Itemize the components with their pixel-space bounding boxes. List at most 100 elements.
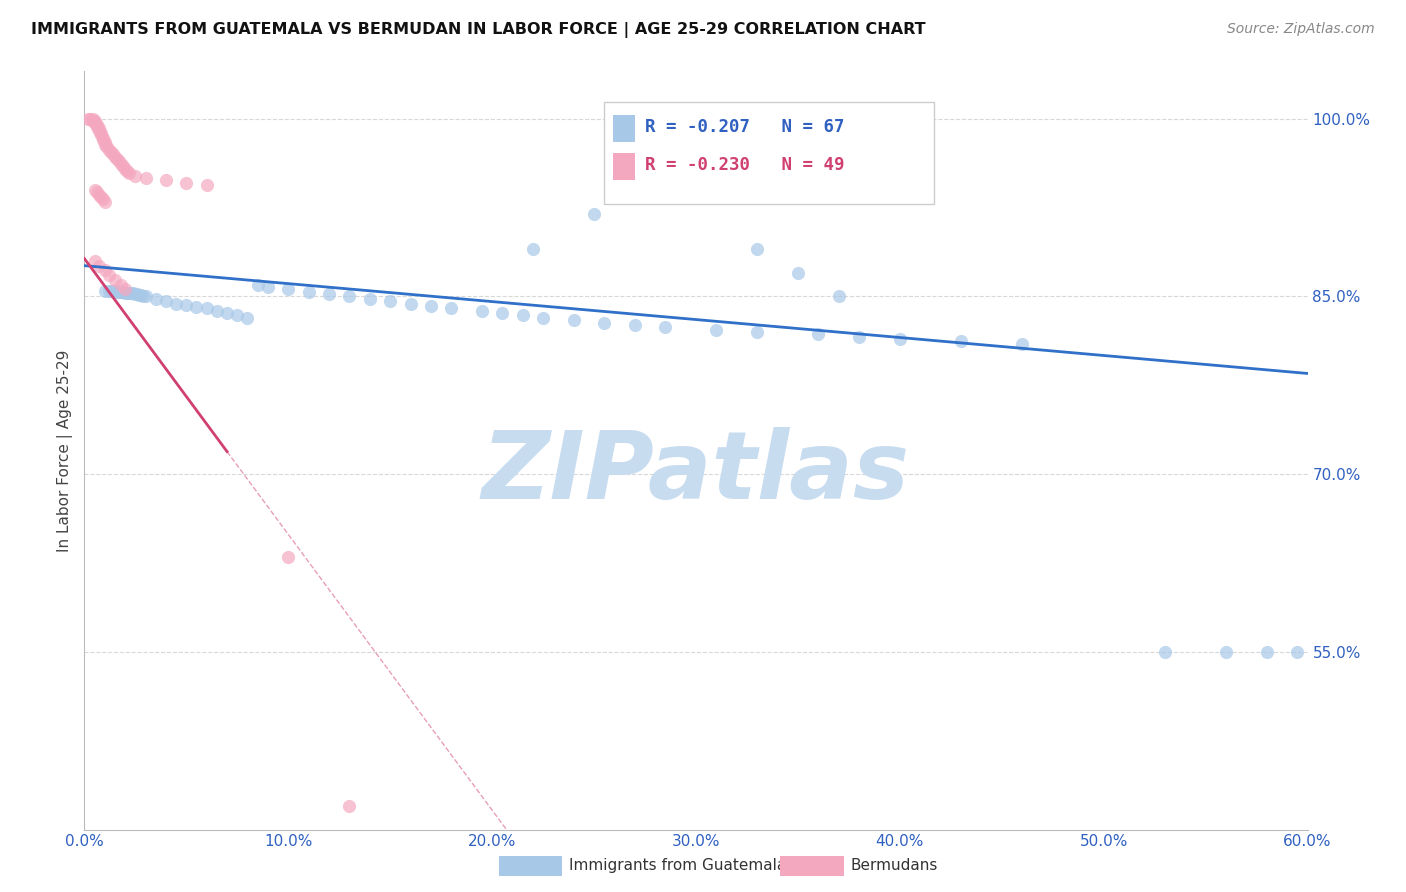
Point [257, 280, 280, 294]
Point [399, 296, 422, 310]
Point [93, 137, 115, 152]
Point [205, 303, 228, 318]
Point [531, 310, 554, 325]
Point [82, 114, 104, 128]
Point [90, 190, 112, 204]
Point [1011, 336, 1033, 351]
Point [787, 266, 810, 280]
Point [100, 145, 122, 159]
Point [120, 285, 142, 300]
Point [96, 140, 118, 154]
Point [93, 284, 115, 298]
Point [132, 289, 155, 303]
Point [90, 128, 112, 143]
Point [90, 126, 112, 140]
Point [101, 147, 124, 161]
Point [104, 284, 127, 298]
Text: R = -0.230   N = 49: R = -0.230 N = 49 [644, 155, 844, 174]
Point [747, 325, 769, 339]
Point [97, 143, 120, 157]
Point [277, 282, 299, 296]
Text: Immigrants from Guatemala: Immigrants from Guatemala [569, 858, 787, 872]
Point [83, 114, 105, 128]
Point [807, 327, 830, 342]
Point [83, 253, 105, 268]
Point [706, 323, 728, 337]
Point [889, 332, 911, 346]
Point [298, 285, 321, 299]
Point [100, 284, 122, 298]
Point [186, 300, 208, 314]
Point [115, 285, 138, 300]
Point [155, 294, 177, 309]
Point [91, 133, 114, 147]
Point [277, 550, 299, 565]
Point [420, 299, 443, 313]
Point [112, 285, 135, 299]
Point [124, 169, 146, 183]
Point [195, 301, 218, 316]
Text: Source: ZipAtlas.com: Source: ZipAtlas.com [1227, 22, 1375, 37]
Point [83, 116, 105, 130]
Point [135, 171, 157, 186]
Point [110, 285, 132, 299]
Text: Bermudans: Bermudans [851, 858, 938, 872]
Point [246, 277, 269, 292]
Y-axis label: In Labor Force | Age 25-29: In Labor Force | Age 25-29 [58, 350, 73, 551]
Point [87, 187, 110, 202]
Point [593, 316, 616, 330]
Bar [613, 115, 636, 142]
Point [131, 288, 153, 302]
Bar [613, 153, 636, 180]
Point [108, 285, 131, 299]
Point [114, 285, 136, 300]
Point [112, 159, 135, 173]
Point [236, 310, 259, 325]
Point [380, 294, 402, 309]
Point [105, 152, 128, 166]
Text: IMMIGRANTS FROM GUATEMALA VS BERMUDAN IN LABOR FORCE | AGE 25-29 CORRELATION CHA: IMMIGRANTS FROM GUATEMALA VS BERMUDAN IN… [31, 22, 925, 38]
Point [848, 330, 870, 344]
Point [512, 309, 534, 323]
Point [471, 303, 494, 318]
Point [747, 242, 769, 256]
Point [685, 159, 707, 173]
Point [440, 301, 463, 316]
Point [950, 334, 973, 349]
Point [110, 277, 132, 292]
Point [114, 161, 136, 176]
Point [93, 263, 115, 277]
Point [110, 157, 132, 171]
Point [86, 118, 108, 132]
Point [127, 287, 149, 301]
Point [91, 192, 114, 206]
Point [217, 306, 239, 320]
Point [93, 136, 115, 150]
Point [624, 183, 647, 197]
Point [79, 112, 101, 126]
Point [114, 282, 136, 296]
Point [491, 306, 513, 320]
Point [145, 292, 167, 306]
Point [828, 289, 851, 303]
Point [522, 242, 544, 256]
Point [165, 296, 187, 310]
Text: ZIPatlas: ZIPatlas [482, 427, 910, 519]
Point [82, 112, 104, 126]
Point [101, 284, 124, 298]
Point [122, 285, 145, 300]
Point [83, 183, 105, 197]
Point [115, 164, 138, 178]
Point [87, 123, 110, 137]
Point [108, 154, 131, 169]
Point [318, 287, 340, 301]
Point [155, 173, 177, 187]
Point [105, 285, 128, 299]
Point [128, 288, 150, 302]
Point [583, 206, 606, 220]
Point [1215, 645, 1237, 659]
Point [174, 298, 197, 312]
Point [124, 287, 146, 301]
Point [118, 285, 141, 300]
Point [118, 166, 141, 180]
